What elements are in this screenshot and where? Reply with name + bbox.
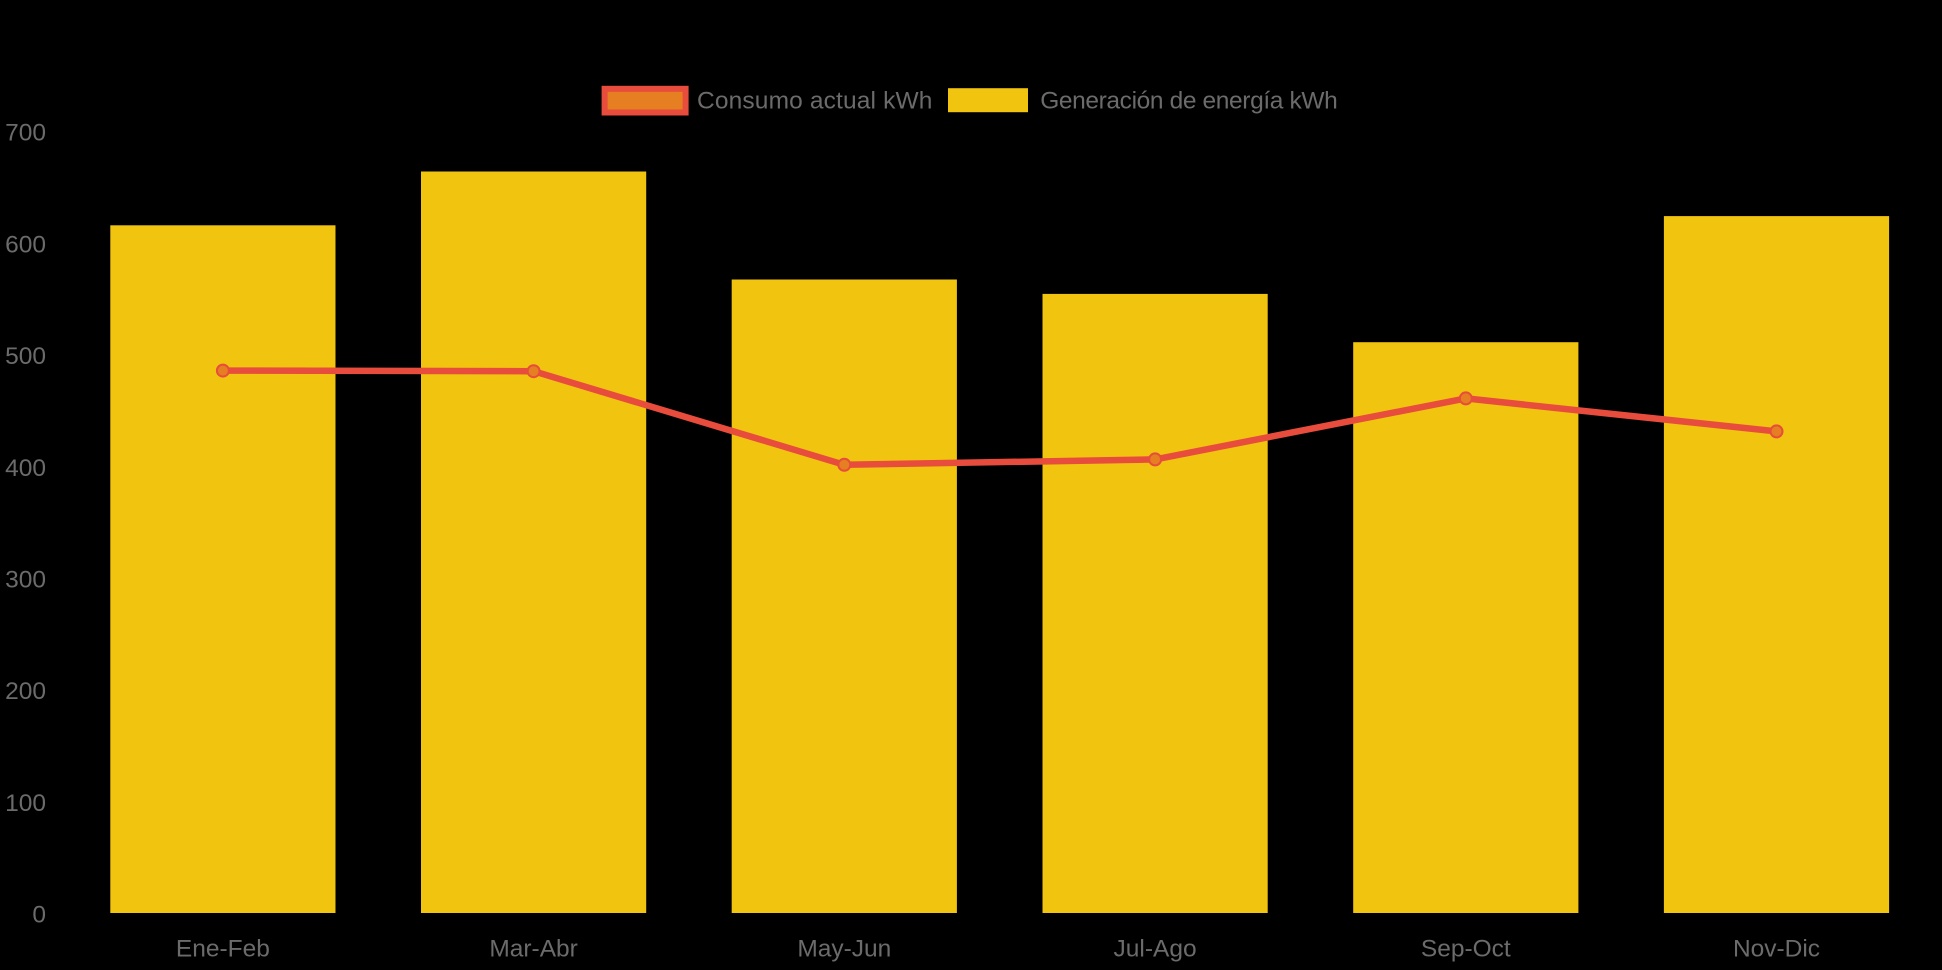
svg-text:May-Jun: May-Jun: [797, 936, 891, 963]
svg-text:Mar-Abr: Mar-Abr: [489, 936, 577, 963]
svg-text:0: 0: [32, 902, 46, 929]
svg-text:400: 400: [5, 455, 46, 482]
svg-text:700: 700: [5, 120, 46, 147]
svg-text:Generación de energía kWh: Generación de energía kWh: [1040, 87, 1337, 114]
svg-text:Nov-Dic: Nov-Dic: [1733, 936, 1820, 963]
svg-text:100: 100: [5, 790, 46, 817]
svg-text:Consumo actual kWh: Consumo actual kWh: [697, 87, 933, 114]
svg-text:200: 200: [5, 678, 46, 705]
svg-text:600: 600: [5, 231, 46, 258]
svg-text:500: 500: [5, 343, 46, 370]
svg-text:Jul-Ago: Jul-Ago: [1114, 936, 1197, 963]
svg-text:300: 300: [5, 567, 46, 594]
svg-text:Ene-Feb: Ene-Feb: [176, 936, 270, 963]
svg-text:Sep-Oct: Sep-Oct: [1421, 936, 1511, 963]
